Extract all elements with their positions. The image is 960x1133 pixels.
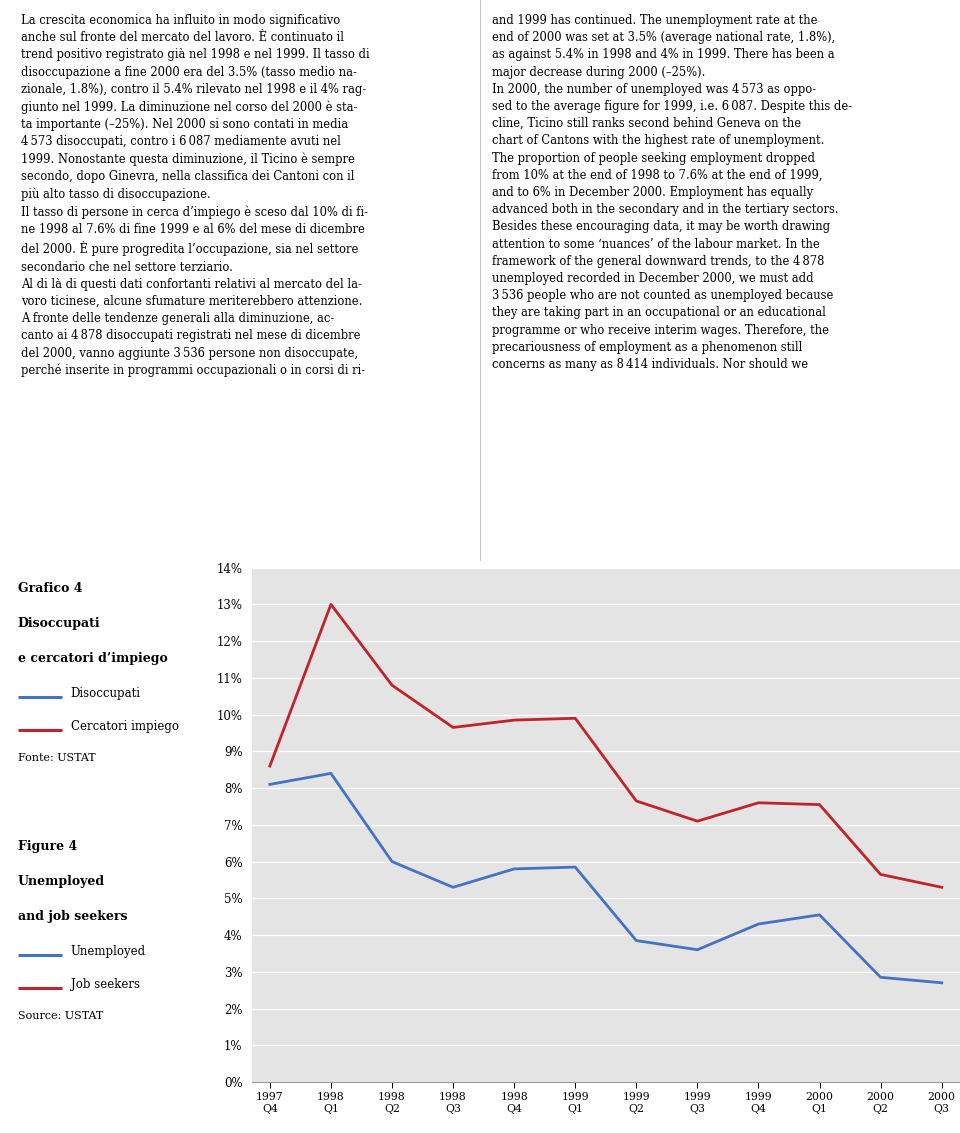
Text: Figure 4: Figure 4 (17, 841, 77, 853)
Text: Disoccupati: Disoccupati (71, 687, 141, 700)
Text: e cercatori d’impiego: e cercatori d’impiego (17, 651, 167, 665)
Text: Unemployed: Unemployed (17, 875, 105, 888)
Text: Unemployed: Unemployed (71, 945, 146, 959)
Text: Disoccupati: Disoccupati (17, 616, 100, 630)
Text: Cercatori impiego: Cercatori impiego (71, 719, 179, 733)
Text: and 1999 has continued. The unemployment rate at the
end of 2000 was set at 3.5%: and 1999 has continued. The unemployment… (492, 14, 852, 370)
Text: Grafico 4: Grafico 4 (17, 581, 83, 595)
Text: Source: USTAT: Source: USTAT (17, 1011, 103, 1021)
Text: Fonte: USTAT: Fonte: USTAT (17, 752, 95, 763)
Text: Job seekers: Job seekers (71, 978, 139, 991)
Text: and job seekers: and job seekers (17, 910, 127, 923)
Text: La crescita economica ha influito in modo significativo
anche sul fronte del mer: La crescita economica ha influito in mod… (21, 14, 370, 377)
